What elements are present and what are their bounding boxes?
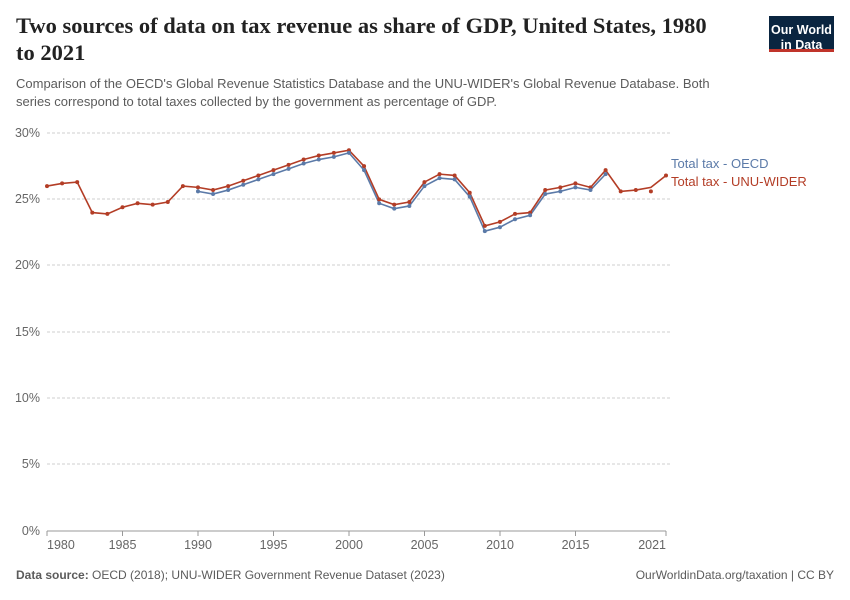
svg-text:25%: 25% xyxy=(15,192,40,206)
svg-text:0%: 0% xyxy=(22,524,40,538)
svg-text:15%: 15% xyxy=(15,325,40,339)
svg-text:20%: 20% xyxy=(15,258,40,272)
svg-text:2005: 2005 xyxy=(411,538,439,552)
svg-text:1985: 1985 xyxy=(109,538,137,552)
svg-text:1990: 1990 xyxy=(184,538,212,552)
svg-text:30%: 30% xyxy=(15,126,40,140)
svg-text:10%: 10% xyxy=(15,391,40,405)
svg-text:1995: 1995 xyxy=(260,538,288,552)
svg-text:2021: 2021 xyxy=(638,538,666,552)
svg-text:1980: 1980 xyxy=(47,538,75,552)
svg-text:2010: 2010 xyxy=(486,538,514,552)
svg-text:5%: 5% xyxy=(22,457,40,471)
svg-text:2000: 2000 xyxy=(335,538,363,552)
svg-text:2015: 2015 xyxy=(562,538,590,552)
